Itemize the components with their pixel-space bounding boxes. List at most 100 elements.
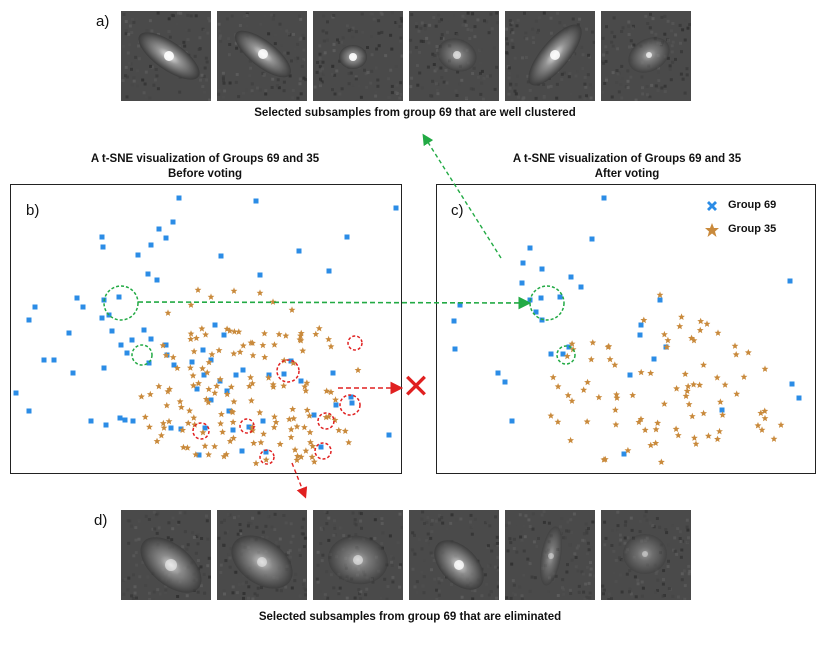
group-69-point (298, 378, 304, 384)
group-35-point (664, 336, 672, 344)
group-69-point (502, 379, 508, 385)
group-69-point (221, 332, 227, 338)
panel-b-title: A t-SNE visualization of Groups 69 and 3… (10, 152, 400, 182)
group-69-point (70, 370, 76, 376)
group-35-point (204, 398, 212, 406)
group-35-point (294, 452, 301, 460)
group-35-point (595, 393, 603, 401)
group-35-point (205, 451, 212, 458)
group-69-point (527, 245, 533, 251)
group-35-point (672, 425, 680, 432)
group-35-point (190, 382, 197, 389)
panel-d-label: d) (94, 512, 108, 529)
group-35-point (310, 458, 318, 465)
group-69-point (557, 294, 563, 300)
group-35-point (600, 456, 608, 463)
group-35-point (306, 412, 313, 419)
group-35-point (583, 418, 591, 425)
group-35-point (138, 393, 145, 400)
group-35-point (269, 383, 277, 390)
group-35-point (265, 374, 272, 381)
group-35-point (754, 422, 762, 429)
group-35-point (146, 390, 154, 398)
group-69-point (148, 336, 154, 342)
group-69-point (318, 444, 324, 450)
group-35-point (288, 306, 296, 313)
group-35-point (191, 421, 199, 428)
thumb-a-2 (217, 11, 307, 101)
tsne-plot-before-voting (10, 184, 402, 474)
star-marker-icon (705, 223, 719, 237)
thumb-d-2 (217, 510, 307, 600)
group-69-point (116, 294, 122, 300)
group-35-point (635, 418, 643, 426)
group-35-point (261, 329, 268, 337)
group-35-point (547, 412, 555, 419)
group-69-point (330, 370, 336, 376)
group-35-point (256, 289, 264, 296)
group-35-point (341, 427, 349, 434)
group-69-point (208, 397, 214, 403)
group-35-point (641, 426, 649, 433)
group-35-point (153, 437, 161, 445)
group-69-point (130, 418, 136, 424)
group-69-point (393, 205, 399, 211)
group-35-point (198, 325, 206, 332)
group-35-point (271, 413, 278, 420)
group-69-point (451, 318, 457, 324)
legend-item-group-35: Group 35 (700, 221, 810, 239)
group-35-point (312, 330, 320, 338)
group-35-point (272, 418, 280, 426)
group-69-point (129, 337, 135, 343)
group-35-point (652, 439, 660, 447)
group-35-point (216, 375, 224, 383)
group-35-point (717, 398, 724, 405)
group-35-point (256, 409, 264, 416)
group-69-point (348, 394, 354, 400)
group-69-point (99, 315, 105, 321)
group-35-point (647, 369, 655, 377)
group-69-point (457, 302, 463, 308)
group-69-point (257, 272, 263, 278)
group-35-point (327, 388, 335, 396)
group-69-point (333, 402, 339, 408)
thumb-a-1 (121, 11, 211, 101)
group-35-point (199, 365, 206, 372)
group-69-point (296, 248, 302, 254)
thumb-d-1 (121, 510, 211, 600)
group-35-point (296, 336, 304, 343)
group-35-point (199, 428, 207, 436)
group-35-point (568, 340, 576, 347)
thumb-d-4 (409, 510, 499, 600)
group-69-point (568, 274, 574, 280)
group-69-point (651, 356, 657, 362)
group-69-point (26, 408, 32, 414)
group-35-point (166, 385, 173, 393)
thumb-d-3 (313, 510, 403, 600)
group-35-point (690, 381, 697, 388)
group-69-point (789, 381, 795, 387)
group-69-point (796, 395, 802, 401)
group-35-point (690, 336, 698, 344)
group-35-point (354, 366, 362, 374)
group-35-point (290, 415, 298, 422)
group-35-point (719, 411, 726, 418)
group-69-point (141, 327, 147, 333)
group-35-point (190, 414, 198, 421)
group-35-point (270, 423, 278, 431)
group-35-point (229, 408, 237, 416)
group-35-point (218, 410, 225, 418)
group-35-point (611, 361, 619, 368)
group-69-point (218, 253, 224, 259)
group-35-point (155, 382, 163, 390)
group-69-point (326, 268, 332, 274)
eliminated-x-icon: ✕ (402, 367, 431, 407)
group-35-point (186, 407, 193, 414)
group-35-point (761, 414, 769, 422)
group-35-point (236, 348, 244, 355)
group-35-point (184, 419, 192, 427)
group-69-point (578, 284, 584, 290)
group-69-point (560, 351, 566, 357)
group-35-point (563, 352, 571, 360)
group-69-point (212, 322, 218, 328)
